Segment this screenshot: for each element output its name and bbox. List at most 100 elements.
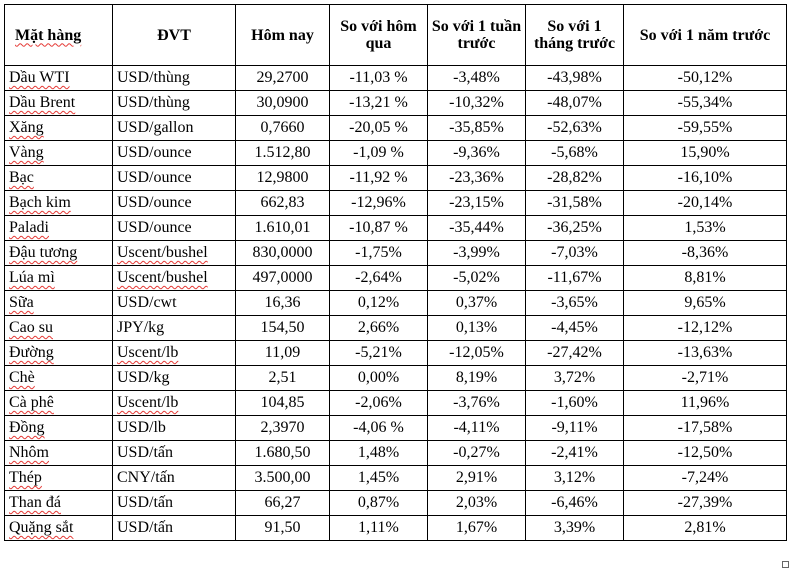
unit-cell: USD/ounce: [112, 190, 236, 216]
commodity-name-text: Vàng: [9, 144, 44, 161]
change-vs-1-week-cell: -23,15%: [427, 190, 526, 216]
price-today-cell: 1.680,50: [235, 440, 330, 466]
change-vs-1-year-cell: -17,58%: [623, 415, 787, 441]
price-today-cell: 2,51: [235, 365, 330, 391]
change-vs-yesterday-cell: 1,45%: [329, 465, 428, 491]
price-today-cell: 3.500,00: [235, 465, 330, 491]
commodity-name-text: Đậu tương: [9, 244, 78, 261]
table-row: Đậu tương Uscent/bushel 830,0000 -1,75% -3,9…: [4, 240, 787, 266]
change-vs-1-week-cell: 8,19%: [427, 365, 526, 391]
commodity-name-text: Thép: [9, 469, 42, 486]
change-vs-1-year-cell: 11,96%: [623, 390, 787, 416]
change-vs-yesterday-cell: -10,87 %: [329, 215, 428, 241]
unit-text: Uscent/bushel: [117, 269, 208, 286]
price-today-cell: 830,0000: [235, 240, 330, 266]
change-vs-1-month-cell: -31,58%: [525, 190, 624, 216]
change-vs-1-month-cell: -11,67%: [525, 265, 624, 291]
commodity-name-text: Xăng: [9, 119, 44, 136]
price-today-cell: 30,0900: [235, 90, 330, 116]
commodity-name-cell: Dầu WTI: [4, 65, 113, 91]
change-vs-yesterday-cell: -4,06 %: [329, 415, 428, 441]
table-row: Paladi USD/ounce 1.610,01 -10,87 % -35,44% -3…: [4, 215, 787, 241]
change-vs-1-week-cell: -3,76%: [427, 390, 526, 416]
table-row: Than đá USD/tấn 66,27 0,87% 2,03% -6,46% -27,3…: [4, 490, 787, 516]
change-vs-1-year-cell: -16,10%: [623, 165, 787, 191]
table-row: Quặng sắt USD/tấn 91,50 1,11% 1,67% 3,39% 2,81…: [4, 515, 787, 541]
table-row: Bạch kim USD/ounce 662,83 -12,96% -23,15% -31…: [4, 190, 787, 216]
price-today-cell: 1.512,80: [235, 140, 330, 166]
unit-cell: USD/tấn: [112, 490, 236, 516]
table-row: Xăng USD/gallon 0,7660 -20,05 % -35,85% -52,6…: [4, 115, 787, 141]
commodity-name-cell: Thép: [4, 465, 113, 491]
unit-cell: USD/kg: [112, 365, 236, 391]
change-vs-yesterday-cell: -1,75%: [329, 240, 428, 266]
change-vs-1-week-cell: -3,48%: [427, 65, 526, 91]
change-vs-1-year-cell: -27,39%: [623, 490, 787, 516]
table-row: Sữa USD/cwt 16,36 0,12% 0,37% -3,65% 9,65%: [4, 290, 787, 316]
change-vs-yesterday-cell: -13,21 %: [329, 90, 428, 116]
change-vs-1-year-cell: 8,81%: [623, 265, 787, 291]
change-vs-1-month-cell: -3,65%: [525, 290, 624, 316]
change-vs-1-week-cell: -35,44%: [427, 215, 526, 241]
change-vs-1-week-cell: 0,37%: [427, 290, 526, 316]
unit-cell: USD/thùng: [112, 65, 236, 91]
commodity-name-cell: Đồng: [4, 415, 113, 441]
table-row: Nhôm USD/tấn 1.680,50 1,48% -0,27% -2,41% -12,…: [4, 440, 787, 466]
commodity-name-cell: Xăng: [4, 115, 113, 141]
commodity-price-table: Mặt hàng ĐVT Hôm nay So với hôm qua So v…: [4, 4, 787, 541]
price-today-cell: 0,7660: [235, 115, 330, 141]
table-row: Đường Uscent/lb 11,09 -5,21% -12,05% -27,42% -…: [4, 340, 787, 366]
unit-cell: USD/thùng: [112, 90, 236, 116]
change-vs-1-month-cell: -52,63%: [525, 115, 624, 141]
commodity-name-cell: Nhôm: [4, 440, 113, 466]
change-vs-1-year-cell: 15,90%: [623, 140, 787, 166]
change-vs-yesterday-cell: 0,87%: [329, 490, 428, 516]
change-vs-1-month-cell: 3,12%: [525, 465, 624, 491]
table-resize-handle[interactable]: [782, 561, 789, 568]
price-today-cell: 1.610,01: [235, 215, 330, 241]
commodity-name-cell: Dầu Brent: [4, 90, 113, 116]
unit-cell: USD/tấn: [112, 440, 236, 466]
change-vs-yesterday-cell: -1,09 %: [329, 140, 428, 166]
commodity-name-text: Cà phê: [9, 394, 54, 411]
commodity-name-text: Dầu WTI: [9, 69, 70, 86]
change-vs-1-year-cell: 1,53%: [623, 215, 787, 241]
table-row: Lúa mì Uscent/bushel 497,0000 -2,64% -5,02% -…: [4, 265, 787, 291]
commodity-name-text: Than đá: [9, 494, 61, 511]
change-vs-1-month-cell: -5,68%: [525, 140, 624, 166]
change-vs-1-year-cell: 9,65%: [623, 290, 787, 316]
change-vs-1-month-cell: -4,45%: [525, 315, 624, 341]
commodity-name-cell: Bạc: [4, 165, 113, 191]
change-vs-1-week-cell: -9,36%: [427, 140, 526, 166]
change-vs-1-year-cell: -13,63%: [623, 340, 787, 366]
commodity-name-text: Dầu Brent: [9, 94, 76, 111]
change-vs-1-year-cell: 2,81%: [623, 515, 787, 541]
commodity-name-cell: Sữa: [4, 290, 113, 316]
change-vs-1-year-cell: -55,34%: [623, 90, 787, 116]
commodity-name-text: Paladi: [9, 219, 49, 236]
change-vs-yesterday-cell: 2,66%: [329, 315, 428, 341]
commodity-name-cell: Vàng: [4, 140, 113, 166]
change-vs-yesterday-cell: 1,11%: [329, 515, 428, 541]
header-mat-hang: Mặt hàng: [4, 4, 113, 66]
commodity-name-text: Bạch kim: [9, 194, 71, 211]
price-today-cell: 497,0000: [235, 265, 330, 291]
change-vs-1-month-cell: -36,25%: [525, 215, 624, 241]
change-vs-1-week-cell: -4,11%: [427, 415, 526, 441]
change-vs-yesterday-cell: -11,92 %: [329, 165, 428, 191]
change-vs-1-year-cell: -59,55%: [623, 115, 787, 141]
table-row: Cà phê Uscent/lb 104,85 -2,06% -3,76% -1,60% 1…: [4, 390, 787, 416]
change-vs-yesterday-cell: -2,64%: [329, 265, 428, 291]
change-vs-1-week-cell: 2,03%: [427, 490, 526, 516]
header-so-voi-1-nam-truoc: So với 1 năm trước: [623, 4, 787, 66]
commodity-name-cell: Đậu tương: [4, 240, 113, 266]
table-row: Dầu WTI USD/thùng 29,2700 -11,03 % -3,48% -43…: [4, 65, 787, 91]
change-vs-yesterday-cell: -12,96%: [329, 190, 428, 216]
change-vs-1-month-cell: 3,39%: [525, 515, 624, 541]
header-so-voi-1-tuan-truoc: So với 1 tuần trước: [427, 4, 526, 66]
price-today-cell: 104,85: [235, 390, 330, 416]
commodity-name-text: Lúa mì: [9, 269, 55, 286]
change-vs-1-week-cell: -5,02%: [427, 265, 526, 291]
change-vs-1-week-cell: 2,91%: [427, 465, 526, 491]
commodity-name-cell: Cà phê: [4, 390, 113, 416]
